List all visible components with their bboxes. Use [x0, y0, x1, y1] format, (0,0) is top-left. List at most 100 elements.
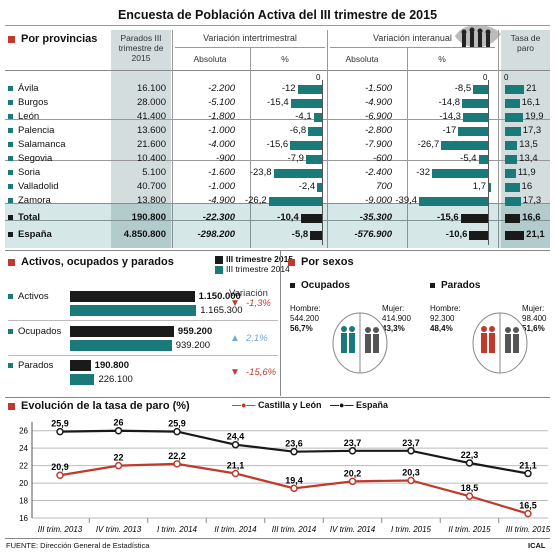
activos-val-2015: 959.200: [177, 326, 213, 337]
data-label: 23,6: [285, 439, 303, 449]
hombre-pct: 56,7%: [290, 324, 313, 333]
row-tasa-label: 16,1: [521, 97, 541, 108]
section-separator: [280, 251, 281, 396]
row-name-label: Palencia: [18, 125, 55, 136]
row-it-abs: -4.900: [208, 195, 235, 206]
row-tasa-bar: [505, 127, 521, 136]
row-marker-icon: [8, 99, 13, 105]
row-it-abs: -298.200: [197, 229, 235, 240]
row-marker-icon: [8, 169, 13, 175]
activos-bar-2014: [70, 374, 95, 385]
row-name: Palencia: [8, 125, 108, 137]
row-tasa-label: 16,6: [522, 212, 541, 223]
data-label: 22,3: [461, 450, 479, 460]
data-label: 16,5: [519, 501, 537, 511]
row-it-abs: -1.000: [208, 125, 235, 136]
row-ia-pct-label: -39,4: [395, 195, 418, 206]
row-ia-pct-bar: [469, 231, 488, 240]
row-ia-abs: -600: [372, 153, 392, 164]
row-ia-abs: -1.500: [365, 83, 392, 94]
title-divider: [5, 25, 550, 26]
data-point: [348, 447, 357, 455]
zero-axis: [488, 80, 489, 245]
provincias-section-title: Por provincias: [8, 33, 97, 45]
row-name: Total: [8, 212, 108, 224]
section-marker-icon: [430, 283, 435, 288]
data-point: [290, 447, 298, 456]
row-tasa-bar: [505, 214, 521, 223]
evolucion-line-chart: 16 18 20 22 24 26 III trim. 2013 IV trim. 2013 I…: [19, 418, 551, 534]
data-label: 18,5: [461, 483, 479, 493]
evolucion-section-title: Evolución de la tasa de paro (%): [8, 400, 190, 412]
header-underline: [175, 47, 325, 48]
x-tick-label: II trim. 2014: [214, 525, 257, 534]
sexos-parados-title-label: Parados: [441, 280, 481, 291]
row-name-label: Ávila: [18, 83, 39, 94]
row-it-pct-bar: [273, 169, 322, 178]
activos-val-2014: 1.165.300: [200, 305, 243, 316]
row-it-pct-label: -12: [281, 83, 296, 94]
data-label: 25,9: [51, 419, 69, 429]
row-it-pct-label: -7,9: [287, 153, 304, 164]
row-marker-icon: [8, 127, 13, 133]
activos-bar-2015: [70, 326, 174, 337]
people-map-icon: [455, 25, 501, 48]
row-tasa-label: 13,4: [519, 153, 538, 164]
row-ia-pct-label: -14,3: [439, 111, 461, 122]
row-tasa-bar: [505, 141, 518, 150]
activos-row-label: Parados: [18, 360, 54, 371]
activos-row-label: Activos: [18, 291, 49, 302]
row-tasa-label: 21: [526, 83, 537, 94]
section-divider: [5, 250, 550, 251]
activos-bar-2015: [70, 360, 91, 371]
row-tasa-bar: [505, 169, 516, 178]
row-it-abs: -1.000: [208, 181, 235, 192]
row-it-pct-label: -10,4: [277, 212, 299, 223]
row-parados: 28.000: [136, 97, 166, 108]
header-abs-anual: Absoluta: [345, 54, 379, 64]
row-parados: 13.600: [136, 125, 166, 136]
row-name-label: Soria: [18, 167, 41, 178]
row-tasa-label: 11,9: [517, 167, 536, 178]
row-it-pct-bar: [268, 197, 322, 206]
zero-label: 0: [483, 73, 488, 82]
data-point: [524, 469, 532, 478]
row-name-label: Salamanca: [18, 139, 66, 150]
row-parados: 41.400: [136, 111, 166, 122]
data-label: 22,2: [168, 451, 186, 461]
row-separator: [5, 220, 550, 221]
activos-section-title: Activos, ocupados y parados: [8, 256, 174, 268]
evolucion-legend: —●— Castilla y León —●— España: [232, 400, 388, 410]
row-ia-pct-bar: [458, 127, 488, 136]
row-tasa-label: 21,1: [526, 229, 545, 240]
data-label: 21,1: [227, 460, 245, 470]
data-point: [348, 477, 357, 486]
data-point: [114, 461, 123, 470]
row-marker-icon: [8, 183, 13, 189]
data-point: [56, 471, 64, 479]
variacion-label: Variación: [229, 288, 268, 299]
row-separator: [8, 355, 278, 356]
row-ia-pct-bar: [441, 141, 488, 150]
header-tasa: Tasa de paro: [510, 33, 541, 53]
row-ia-pct-label: -8,5: [454, 83, 472, 94]
row-ia-abs: -2.400: [365, 167, 392, 178]
row-ia-pct-label: -10,6: [445, 229, 468, 240]
y-tick-label: 20: [19, 479, 28, 488]
mujer-pct: 51,6%: [522, 324, 545, 333]
data-point: [524, 509, 532, 518]
activos-val-2014: 226.100: [98, 374, 133, 385]
activos-bar-2015: [70, 291, 195, 302]
data-label: 24,4: [227, 432, 245, 442]
row-it-abs: -900: [215, 153, 235, 164]
hombre-value: 544.200: [290, 314, 319, 323]
row-ia-pct-bar: [462, 113, 488, 122]
row-ia-abs: -4.900: [365, 97, 392, 108]
header-underline: [330, 47, 495, 48]
activos-variation: 2,1%: [246, 333, 268, 344]
row-ia-abs: -7.900: [365, 139, 392, 150]
row-separator: [8, 320, 278, 321]
header-pct-inter: %: [281, 54, 289, 64]
header-divider: [5, 70, 550, 71]
sexos-ocupados-title: Ocupados: [290, 280, 350, 291]
